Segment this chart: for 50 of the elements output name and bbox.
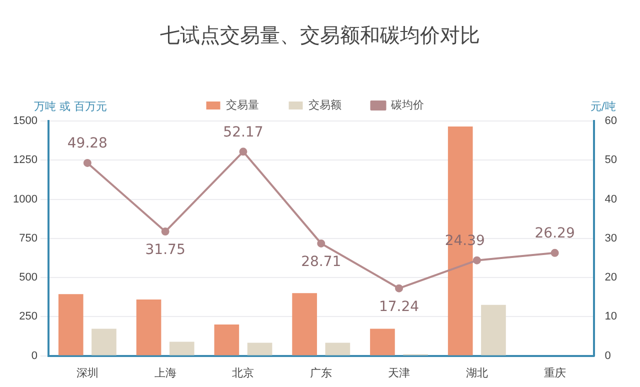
y2-tick-label: 40: [604, 193, 618, 206]
point: [550, 248, 559, 257]
data-label: 28.71: [301, 254, 342, 270]
legend-label: 交易额: [308, 98, 342, 112]
data-label: 49.28: [67, 136, 108, 152]
point: [472, 256, 481, 264]
bar: [58, 294, 84, 356]
data-label: 31.75: [145, 242, 186, 258]
y-tick-label: 1000: [12, 193, 38, 206]
bar: [247, 342, 272, 356]
legend-label: 交易量: [226, 98, 259, 112]
y2-tick-label: 30: [604, 232, 618, 244]
y-tick-label: 750: [19, 232, 38, 244]
y-tick-label: 1500: [12, 115, 38, 128]
y2-tick-label: 60: [604, 115, 618, 128]
x-tick-label: 重庆: [544, 366, 566, 380]
bar: [370, 328, 395, 356]
point: [239, 148, 248, 156]
x-tick-label: 天津: [388, 366, 410, 380]
y-tick-label: 1250: [12, 154, 38, 166]
y2-axis-title: 元/吨: [590, 99, 616, 114]
bar: [481, 304, 506, 356]
bar: [169, 342, 194, 356]
bar: [325, 342, 350, 356]
y-axis-title: 万吨 或 百万元: [34, 99, 107, 114]
y-tick-label: 500: [19, 272, 38, 284]
x-tick-label: 上海: [154, 366, 176, 380]
legend-label: 碳均价: [390, 100, 424, 112]
x-tick-label: 湖北: [466, 366, 488, 380]
bar: [214, 324, 240, 356]
data-label: 26.29: [534, 226, 575, 242]
point: [395, 284, 404, 292]
y2-tick-label: 20: [604, 272, 618, 284]
chart-title: 七试点交易量、交易额和碳均价对比: [159, 22, 481, 49]
point: [161, 228, 170, 236]
y2-tick-label: 0: [604, 350, 611, 362]
bar: [136, 299, 162, 356]
point: [317, 239, 326, 248]
data-label: 17.24: [378, 298, 420, 315]
x-tick-label: 广东: [310, 366, 332, 380]
bar: [292, 293, 317, 356]
y2-tick-label: 50: [604, 154, 618, 166]
y-tick-label: 250: [19, 310, 38, 323]
y2-tick-label: 10: [604, 310, 618, 323]
x-tick-label: 北京: [232, 366, 254, 380]
y-tick-label: 0: [31, 350, 38, 362]
data-label: 52.17: [223, 124, 264, 140]
x-tick-label: 深圳: [76, 366, 98, 380]
bar: [92, 328, 116, 356]
point: [83, 158, 92, 167]
